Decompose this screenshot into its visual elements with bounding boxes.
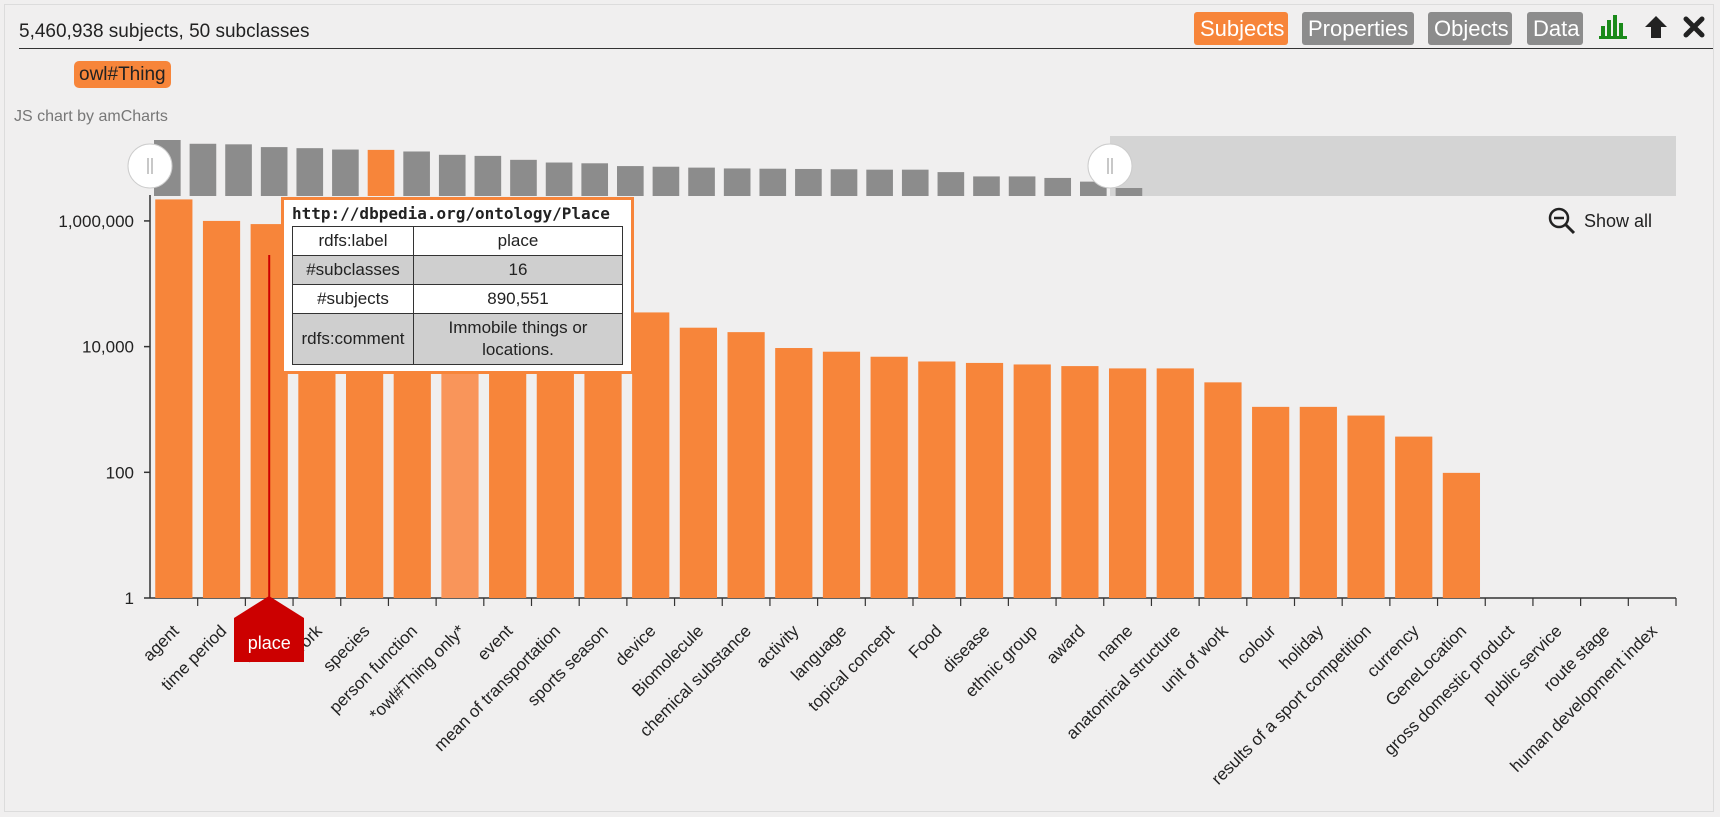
tooltip-title: http://dbpedia.org/ontology/Place — [292, 204, 610, 223]
scroll-bar-5 — [332, 149, 359, 196]
scroll-bar-22 — [937, 172, 965, 196]
bar-23[interactable] — [1252, 406, 1290, 598]
bar-1[interactable] — [202, 220, 241, 598]
subjects-button[interactable]: Subjects — [1194, 12, 1288, 45]
scroll-handle-left[interactable] — [127, 143, 173, 189]
bar-12[interactable] — [727, 332, 765, 598]
scroll-bar-6 — [367, 149, 395, 196]
zoom-out-icon — [1548, 207, 1576, 235]
class-tag-owl-thing[interactable]: owl#Thing — [74, 61, 171, 88]
tooltip-value: place — [413, 226, 623, 256]
bar-21[interactable] — [1156, 368, 1194, 598]
tooltip-key: rdfs:comment — [292, 313, 414, 365]
header-divider — [19, 48, 1713, 49]
scroll-bar-15 — [688, 167, 715, 196]
scroll-bar-20 — [866, 169, 893, 196]
bar-0[interactable] — [155, 199, 193, 598]
bar-17[interactable] — [965, 362, 1004, 598]
bar-18[interactable] — [1013, 364, 1051, 598]
scroll-bar-11 — [545, 162, 573, 196]
y-tick-label: 1 — [125, 589, 134, 608]
tooltip-value: 890,551 — [413, 284, 623, 314]
tooltip-row-subclasses: #subclasses 16 — [292, 255, 623, 285]
scroll-bar-23 — [973, 176, 1000, 196]
arrow-up-icon[interactable] — [1643, 14, 1669, 40]
scroll-bar-19 — [830, 169, 858, 196]
tooltip-value: Immobile things or locations. — [413, 313, 623, 365]
tooltip-row-label: rdfs:label place — [292, 226, 623, 256]
tooltip-row-comment: rdfs:comment Immobile things or locations… — [292, 313, 623, 365]
amcharts-credit[interactable]: JS chart by amCharts — [14, 108, 168, 125]
tooltip-row-subjects: #subjects 890,551 — [292, 284, 623, 314]
y-tick-label: 100 — [106, 463, 134, 482]
x-tick-label: topical concept — [804, 621, 898, 715]
tooltip-pointer — [272, 312, 283, 336]
scroll-bar-24 — [1008, 176, 1036, 196]
bar-15[interactable] — [870, 356, 908, 598]
scroll-bar-3 — [260, 147, 288, 196]
scroll-bar-27 — [1115, 188, 1143, 196]
tooltip-key: rdfs:label — [292, 226, 414, 256]
tooltip-table: rdfs:label place #subclasses 16 #subjects 8… — [292, 226, 623, 365]
close-icon[interactable] — [1682, 15, 1706, 39]
scroll-bar-14 — [652, 166, 680, 196]
show-all-button[interactable]: Show all — [1548, 207, 1652, 235]
bar-26[interactable] — [1395, 436, 1433, 598]
properties-button[interactable]: Properties — [1302, 12, 1414, 45]
bar-13[interactable] — [775, 348, 813, 598]
show-all-label: Show all — [1584, 210, 1653, 231]
bar-10[interactable] — [632, 312, 670, 598]
bar-25[interactable] — [1347, 415, 1385, 598]
scroll-bar-1 — [189, 143, 217, 196]
scroll-bar-2 — [225, 144, 252, 196]
chart-cursor-label: place — [234, 596, 305, 662]
x-tick-label: event — [474, 621, 517, 664]
scroll-bar-17 — [759, 168, 787, 196]
chart-scrollbar[interactable] — [127, 136, 1676, 196]
scroll-bar-25 — [1044, 177, 1072, 196]
scrollbar-unselected — [1110, 136, 1676, 196]
tooltip-key: #subjects — [292, 284, 414, 314]
data-button[interactable]: Data — [1527, 12, 1583, 45]
bar-chart-icon[interactable] — [1598, 12, 1628, 40]
y-tick-label: 1,000,000 — [58, 212, 134, 231]
scroll-bar-16 — [723, 168, 751, 196]
bar-19[interactable] — [1061, 366, 1099, 598]
x-tick-label: colour — [1233, 621, 1279, 667]
scroll-bar-7 — [403, 151, 430, 196]
tooltip-value: 16 — [413, 255, 623, 285]
bar-24[interactable] — [1299, 406, 1337, 598]
bar-22[interactable] — [1204, 382, 1242, 598]
scroll-bar-21 — [901, 169, 929, 196]
bar-20[interactable] — [1108, 368, 1147, 598]
x-tick-label: name — [1093, 621, 1137, 665]
scroll-bar-4 — [296, 148, 324, 196]
bar-11[interactable] — [679, 327, 718, 598]
bar-16[interactable] — [918, 361, 956, 598]
objects-button[interactable]: Objects — [1428, 12, 1512, 45]
scroll-bar-12 — [581, 163, 609, 196]
scroll-bar-13 — [617, 166, 644, 196]
scroll-handle-right[interactable] — [1087, 143, 1133, 189]
tooltip-key: #subclasses — [292, 255, 414, 285]
x-tick-label: Food — [905, 621, 946, 662]
bar-27[interactable] — [1442, 472, 1481, 598]
bar-14[interactable] — [822, 351, 861, 598]
scroll-bar-18 — [795, 168, 822, 196]
subjects-summary: 5,460,938 subjects, 50 subclasses — [19, 21, 310, 42]
scroll-bar-8 — [438, 154, 466, 196]
scroll-bar-10 — [510, 159, 537, 196]
x-tick-label: agent — [139, 621, 183, 665]
x-tick-label: award — [1043, 621, 1089, 667]
class-tooltip: http://dbpedia.org/ontology/Place rdfs:l… — [281, 197, 634, 374]
scroll-bar-9 — [474, 155, 502, 196]
y-tick-label: 10,000 — [82, 338, 134, 357]
